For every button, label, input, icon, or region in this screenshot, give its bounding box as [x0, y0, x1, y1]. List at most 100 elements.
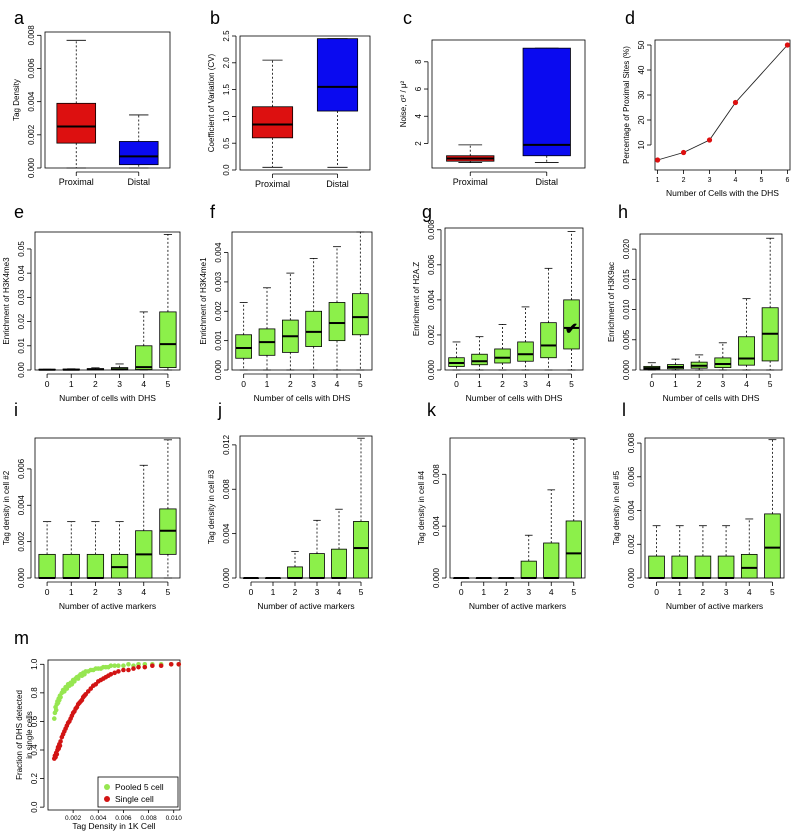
panel-k-box-4: [543, 489, 560, 579]
panel-b-y-tick-label: 0.5: [222, 137, 231, 149]
panel-a-box-Proximal: [56, 39, 97, 169]
panel-h-x-tick-label: 5: [768, 379, 773, 389]
panel-f-x-tick-label: 5: [358, 379, 363, 389]
panel-m-point: [53, 707, 59, 713]
panel-h-box-2: [690, 354, 708, 371]
panel-j-x-tick-label: 5: [359, 587, 364, 597]
panel-h-box-0: [643, 362, 661, 371]
panel-e-box-0: [38, 368, 56, 371]
panel-a-box-body: [56, 102, 97, 144]
panel-g-box-body: [563, 299, 580, 350]
panel-m-legend-box: [97, 776, 179, 808]
panel-c-y-tick-label: 6: [414, 86, 423, 91]
panel-m-point: [108, 663, 114, 669]
panel-g-y-tick-label: 0.002: [427, 324, 436, 345]
panel-e-box-2: [86, 367, 105, 371]
panel-k-x-label: Number of active markers: [469, 601, 566, 611]
panel-i-y-label: Tag density in cell #2: [2, 470, 11, 545]
panel-j-x-tick-label: 0: [249, 587, 254, 597]
panel-g-box-5: [563, 231, 580, 371]
panel-f-box-1: [258, 287, 276, 371]
panel-k-box-0: [453, 577, 470, 580]
panel-m-y-tick-label: 0.6: [30, 715, 39, 727]
panel-j-x-tick-label: 3: [315, 587, 320, 597]
panel-j-plot-frame: [239, 435, 373, 579]
panel-j-box-body: [331, 548, 347, 579]
panel-j-box-4: [331, 508, 347, 579]
panel-j-letter: j: [217, 400, 222, 420]
panel-d-x-tick-label: 1: [656, 177, 660, 184]
panel-f-y-tick-label: 0.002: [214, 301, 223, 322]
panel-i-x-tick-label: 1: [69, 587, 74, 597]
panel-l-plot-frame: [644, 437, 785, 579]
panel-m-point: [112, 663, 117, 669]
panel-m-x-label: Tag Density in 1K Cell: [72, 821, 155, 831]
panel-c-box-Proximal: [446, 144, 495, 163]
panel-g-x-tick-label: 3: [523, 379, 528, 389]
panel-c-box-body: [522, 47, 571, 157]
panel-d-plot-frame: [654, 39, 791, 171]
panel-e-x-tick-label: 2: [93, 379, 98, 389]
panel-e-box-body: [159, 311, 177, 368]
panel-g-plot-frame: [444, 227, 584, 371]
panel-i-y-tick-label: 0.006: [17, 458, 26, 479]
panel-d-x-tick-label: 5: [759, 177, 763, 184]
panel-h-box-5: [761, 237, 779, 371]
panel-d-point: [732, 99, 739, 106]
panel-i-y-tick-label: 0.002: [17, 531, 26, 552]
panel-g-y-tick-label: 0.000: [427, 359, 436, 380]
panel-k-y-tick-label: 0.004: [432, 516, 441, 537]
panel-e-plot-frame: [34, 231, 181, 371]
panel-e-x-tick-label: 4: [141, 379, 146, 389]
panel-i-box-0: [38, 521, 56, 579]
panel-i-box-body: [38, 553, 56, 579]
panel-e-box-5: [159, 234, 177, 371]
panel-k-plot-frame: [449, 437, 586, 579]
panel-e-y-tick-label: 0.01: [17, 337, 26, 353]
panel-j-y-tick-label: 0.012: [222, 434, 231, 455]
panel-d-x-label: Number of Cells with the DHS: [666, 188, 779, 198]
panel-g-x-tick-label: 1: [477, 379, 482, 389]
panel-h-plot-frame: [639, 233, 783, 371]
panel-i-box-4: [135, 464, 153, 579]
panel-m-x-tick-label: 0.004: [90, 815, 107, 822]
panel-e-box-4: [135, 311, 153, 371]
panel-c-y-tick-label: 2: [414, 141, 423, 146]
panel-f-box-4: [328, 246, 346, 371]
panel-e-box-body: [135, 345, 153, 370]
panel-l-y-tick-label: 0.002: [627, 534, 636, 555]
panel-m-point: [126, 667, 131, 673]
panel-i-x-tick-label: 3: [117, 587, 122, 597]
panel-c-letter: c: [403, 8, 412, 28]
panel-c-x-tick-label: Distal: [535, 177, 558, 187]
panel-c: c 2 4 6 8 Noise, σ² / μ² Proximal Distal: [399, 8, 586, 187]
panel-i-box-3: [110, 521, 129, 579]
panel-f-x-tick-label: 4: [335, 379, 340, 389]
panel-f-box-5: [351, 231, 369, 371]
panel-k-x-tick-label: 2: [504, 587, 509, 597]
panel-h-box-1: [667, 358, 684, 371]
panel-j-x-label: Number of active markers: [257, 601, 354, 611]
panel-e-y-tick-label: 0.00: [17, 362, 26, 378]
panel-k-x-tick-label: 4: [549, 587, 554, 597]
panel-m-y-tick-label: 1.0: [30, 658, 39, 670]
panel-m-x-tick-label: 0.006: [115, 815, 132, 822]
panel-h-x-label: Number of cells with DHS: [663, 393, 760, 403]
panel-j: j 0.000 0.004 0.008 0.012 Tag density in cell…: [207, 400, 373, 611]
panel-d-letter: d: [625, 8, 635, 28]
panel-g-x-tick-label: 4: [546, 379, 551, 389]
panel-i-x-label: Number of active markers: [59, 601, 156, 611]
panel-l-y-label: Tag density in cell #5: [612, 470, 621, 545]
panel-k-x-tick-label: 5: [571, 587, 576, 597]
panel-h-box-body: [714, 357, 732, 368]
panel-f-x-tick-label: 1: [265, 379, 270, 389]
panel-h-x-tick-label: 3: [720, 379, 725, 389]
panel-m-series-single: [51, 661, 182, 761]
panel-d-point: [654, 157, 661, 163]
panel-m-y-label: Fraction of DHS detected: [15, 690, 24, 780]
panel-d-series-line: [657, 44, 788, 161]
panel-g-box-body: [517, 341, 534, 362]
panel-i-letter: i: [14, 400, 18, 420]
panel-h-y-tick-label: 0.000: [622, 359, 631, 380]
panel-b-box-body: [316, 38, 359, 112]
